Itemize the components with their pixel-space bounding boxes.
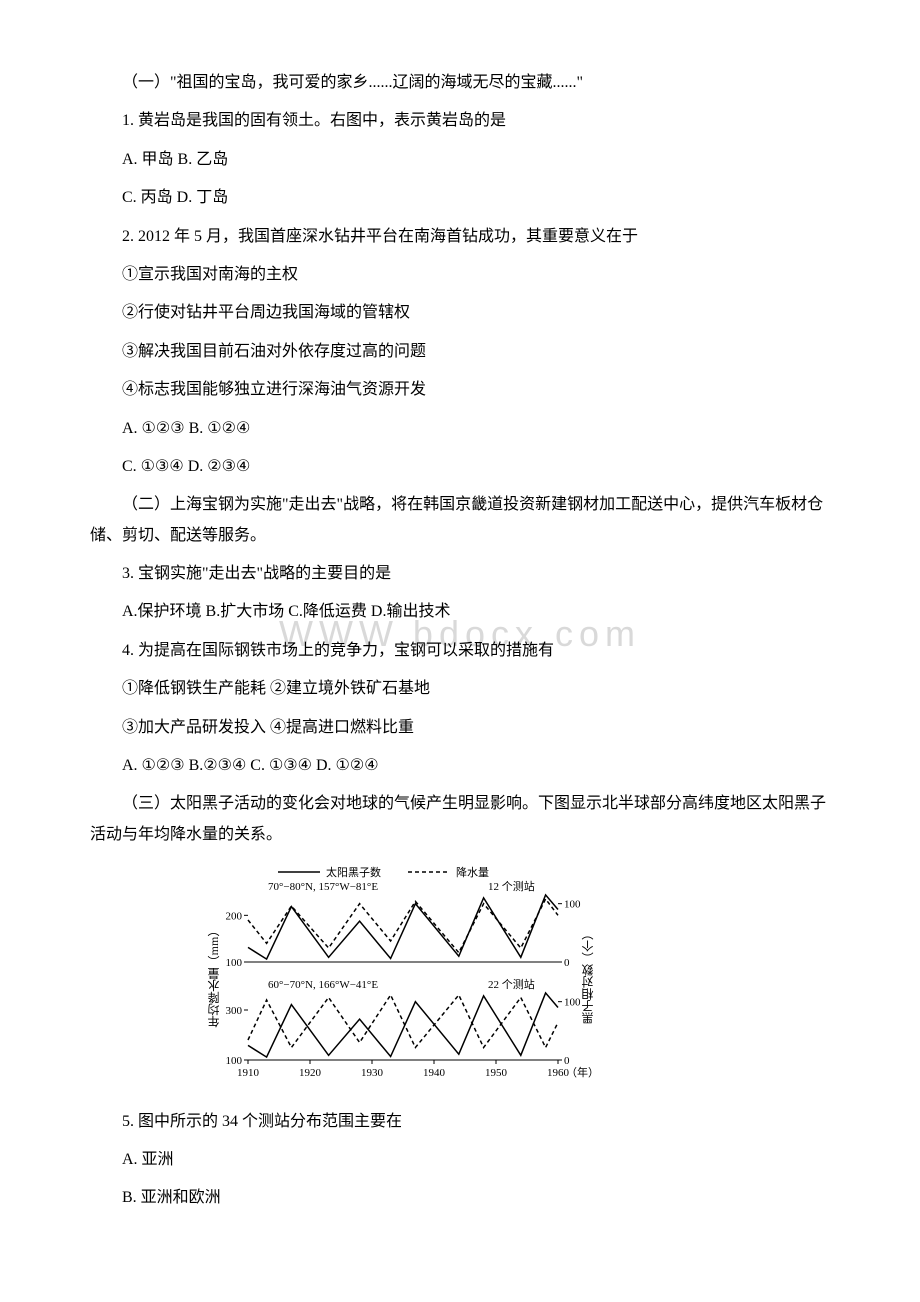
svg-text:太阳黑子数: 太阳黑子数 [326,866,381,879]
sunspot-chart: 太阳黑子数 降水量 70°−80°N, 157°W−81°E 12 个测站 100 200… [200,860,830,1096]
q5-optA: A. 亚洲 [90,1145,830,1175]
svg-text:黑子相对数（个）: 黑子相对数（个） [581,928,595,1024]
svg-text:22 个测站: 22 个测站 [488,977,535,991]
q4-choices34: ③加大产品研发投入 ④提高进口燃料比重 [90,713,830,743]
q2-options-ab: A. ①②③ B. ①②④ [90,414,830,444]
q5-optB: B. 亚洲和欧洲 [90,1183,830,1213]
q4-choices12: ①降低钢铁生产能耗 ②建立境外铁矿石基地 [90,674,830,704]
svg-text:12 个测站: 12 个测站 [488,879,535,893]
q2-choice3: ③解决我国目前石油对外依存度过高的问题 [90,337,830,367]
svg-text:年均降水量（mm）: 年均降水量（mm） [207,925,221,1028]
svg-text:1920: 1920 [299,1067,322,1079]
q2-choice1: ①宣示我国对南海的主权 [90,260,830,290]
svg-text:70°−80°N, 157°W−81°E: 70°−80°N, 157°W−81°E [268,881,378,893]
q2-choice4: ④标志我国能够独立进行深海油气资源开发 [90,375,830,405]
q2-choice2: ②行使对钻井平台周边我国海域的管辖权 [90,298,830,328]
svg-text:200: 200 [226,911,243,923]
q3-stem: 3. 宝钢实施"走出去"战略的主要目的是 [90,559,830,589]
q1-stem: 1. 黄岩岛是我国的固有领土。右图中，表示黄岩岛的是 [90,106,830,136]
svg-text:100: 100 [564,899,581,911]
section1-intro: （一）"祖国的宝岛，我可爱的家乡......辽阔的海域无尽的宝藏......" [90,68,830,98]
svg-text:60°−70°N, 166°W−41°E: 60°−70°N, 166°W−41°E [268,979,378,991]
svg-text:（年）: （年） [566,1065,599,1079]
q4-stem: 4. 为提高在国际钢铁市场上的竞争力，宝钢可以采取的措施有 [90,636,830,666]
svg-text:300: 300 [226,1005,243,1017]
section3-intro: （三）太阳黑子活动的变化会对地球的气候产生明显影响。下图显示北半球部分高纬度地区… [90,789,830,850]
q4-options: A. ①②③ B.②③④ C. ①③④ D. ①②④ [90,751,830,781]
svg-text:0: 0 [564,957,570,969]
q5-stem: 5. 图中所示的 34 个测站分布范围主要在 [90,1107,830,1137]
svg-text:100: 100 [226,957,243,969]
q2-options-cd: C. ①③④ D. ②③④ [90,452,830,482]
q3-options: A.保护环境 B.扩大市场 C.降低运费 D.输出技术 [90,597,830,627]
svg-text:1910: 1910 [237,1067,260,1079]
chart-svg: 太阳黑子数 降水量 70°−80°N, 157°W−81°E 12 个测站 100 200… [200,860,600,1085]
svg-text:1950: 1950 [485,1067,508,1079]
svg-text:1940: 1940 [423,1067,446,1079]
svg-text:1930: 1930 [361,1067,384,1079]
svg-text:100: 100 [226,1055,243,1067]
q2-stem: 2. 2012 年 5 月，我国首座深水钻井平台在南海首钻成功，其重要意义在于 [90,222,830,252]
svg-text:100: 100 [564,997,581,1009]
q1-options-ab: A. 甲岛 B. 乙岛 [90,145,830,175]
section2-intro: （二）上海宝钢为实施"走出去"战略，将在韩国京畿道投资新建钢材加工配送中心，提供… [90,490,830,551]
svg-text:降水量: 降水量 [456,865,489,879]
svg-text:0: 0 [564,1055,570,1067]
q1-options-cd: C. 丙岛 D. 丁岛 [90,183,830,213]
